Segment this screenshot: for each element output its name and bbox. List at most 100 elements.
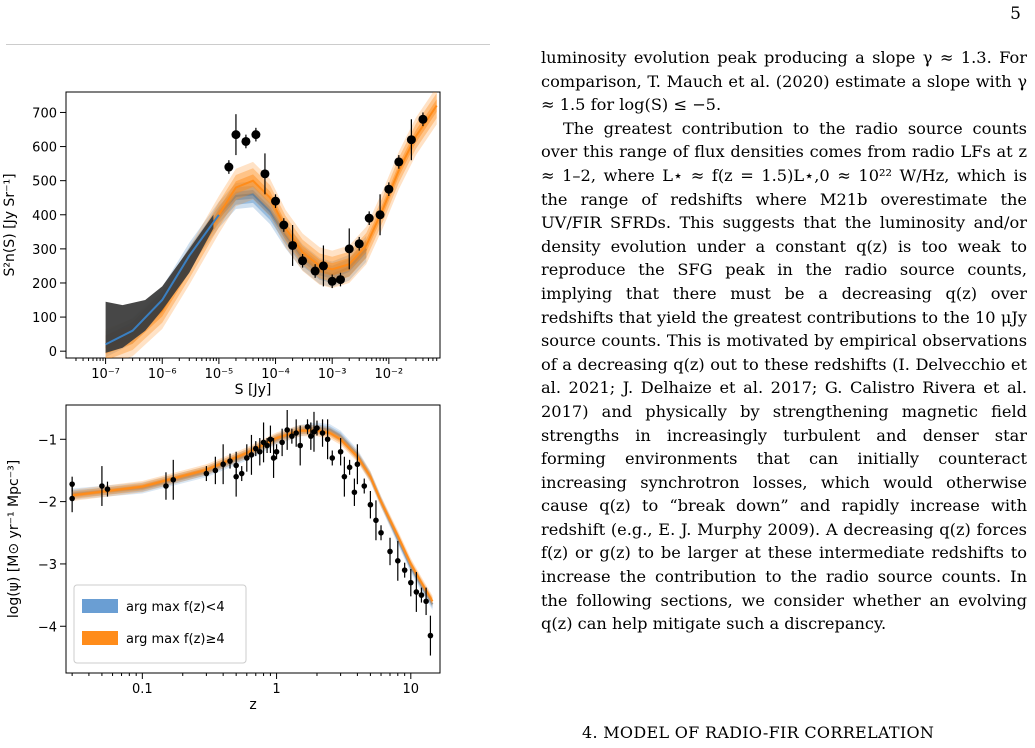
data-point	[298, 256, 308, 266]
x-tick-label: 10⁻³	[318, 367, 347, 382]
y-tick-label: −4	[38, 620, 57, 635]
data-point	[408, 579, 414, 586]
y-tick-label: −1	[38, 433, 57, 448]
x-axis-label: S [Jy]	[235, 382, 272, 398]
legend-label: arg max f(z)≥4	[126, 632, 225, 647]
data-point	[401, 567, 408, 573]
data-point	[427, 632, 434, 639]
data-point	[270, 455, 277, 461]
paragraph-1: luminosity evolution peak producing a sl…	[541, 48, 1027, 115]
y-tick-label: 600	[32, 141, 57, 156]
series-line	[71, 429, 434, 602]
data-point	[346, 464, 353, 471]
data-point	[344, 244, 354, 254]
data-point	[256, 448, 263, 455]
data-point	[284, 427, 290, 433]
data-point	[304, 424, 311, 430]
y-axis-label: S²n(S) [Jy Sr⁻¹]	[2, 173, 18, 276]
plot-area	[105, 92, 438, 358]
chart-panel-0: 10⁻⁷ 10⁻⁶ 10⁻⁵ 10⁻⁴ 10⁻³ 10⁻² 0 100 200 300 400 500…	[2, 91, 441, 398]
data-point	[327, 276, 337, 286]
data-point	[375, 210, 385, 220]
data-point	[279, 439, 285, 446]
data-point	[418, 592, 425, 598]
y-tick-label: 700	[32, 106, 57, 121]
data-point	[318, 261, 328, 271]
y-tick-label: 300	[32, 243, 57, 258]
data-point	[264, 442, 270, 449]
data-point	[243, 455, 250, 461]
data-point	[373, 517, 379, 524]
data-point	[231, 130, 241, 140]
data-point	[69, 495, 75, 502]
data-point	[271, 196, 281, 206]
data-point	[238, 470, 245, 477]
data-point	[324, 436, 331, 443]
data-point	[251, 130, 261, 140]
data-point	[289, 433, 295, 439]
x-tick-label: 10⁻⁴	[261, 367, 290, 382]
legend-label: arg max f(z)<4	[126, 600, 225, 615]
y-tick-label: 0	[49, 345, 57, 360]
legend-swatch	[82, 599, 118, 613]
data-point	[310, 266, 320, 276]
data-point	[319, 430, 326, 436]
data-point	[394, 558, 401, 564]
grey-envelope	[105, 214, 214, 353]
data-point	[227, 458, 233, 464]
x-tick-label: 10⁻⁶	[148, 367, 177, 382]
data-point	[418, 114, 428, 124]
data-point	[378, 529, 384, 536]
y-tick-label: −3	[38, 558, 57, 573]
data-point	[311, 429, 317, 435]
data-point	[308, 433, 314, 439]
data-point	[367, 501, 374, 508]
data-point	[297, 442, 304, 449]
data-point	[99, 483, 105, 489]
legend-box	[73, 584, 247, 664]
data-point	[279, 220, 289, 230]
legend-swatch	[82, 631, 118, 645]
x-tick-label: 10⁻⁵	[205, 367, 234, 382]
data-point	[104, 486, 111, 492]
data-point	[337, 448, 344, 455]
data-point	[220, 461, 226, 468]
chart-panel-1: 0.1 1 10 −1 −2 −3 −4 z log(ψ) [M⊙ yr⁻¹ Mpc⁻³] arg…	[6, 404, 441, 710]
header-rule	[6, 44, 490, 45]
data-point	[69, 481, 75, 487]
x-tick-label: 10	[403, 682, 420, 697]
data-point	[329, 455, 336, 461]
x-tick-label: 10⁻²	[375, 367, 404, 382]
data-point	[314, 425, 320, 431]
series-line	[72, 427, 434, 605]
x-tick-label: 0.1	[132, 682, 153, 697]
x-tick-label: 1	[272, 682, 280, 697]
data-point	[354, 239, 364, 249]
data-point	[341, 473, 348, 480]
data-point	[260, 169, 270, 179]
data-point	[273, 448, 280, 455]
series-line	[105, 214, 220, 346]
page-number: 5	[1010, 4, 1021, 24]
section-heading: 4. MODEL OF RADIO-FIR CORRELATION	[582, 723, 935, 742]
paragraph-2: The greatest contribution to the radio s…	[541, 118, 1027, 634]
data-point	[288, 240, 298, 250]
data-point	[241, 136, 251, 146]
figure: 10⁻⁷ 10⁻⁶ 10⁻⁵ 10⁻⁴ 10⁻³ 10⁻² 0 100 200 300 400 500…	[2, 91, 441, 710]
data-point	[252, 445, 259, 452]
data-point	[248, 452, 255, 458]
data-point	[293, 430, 299, 436]
data-point	[384, 184, 394, 194]
data-point	[212, 467, 219, 474]
data-point	[354, 461, 361, 468]
data-point	[394, 157, 404, 167]
data-point	[351, 489, 358, 496]
data-point	[406, 135, 416, 145]
plot-area	[69, 409, 434, 656]
y-tick-label: 500	[32, 175, 57, 190]
x-tick-label: 10⁻⁷	[91, 367, 120, 382]
data-point	[224, 162, 234, 172]
data-point	[233, 473, 239, 480]
y-axis-label: log(ψ) [M⊙ yr⁻¹ Mpc⁻³]	[6, 460, 22, 618]
data-point	[267, 436, 274, 443]
